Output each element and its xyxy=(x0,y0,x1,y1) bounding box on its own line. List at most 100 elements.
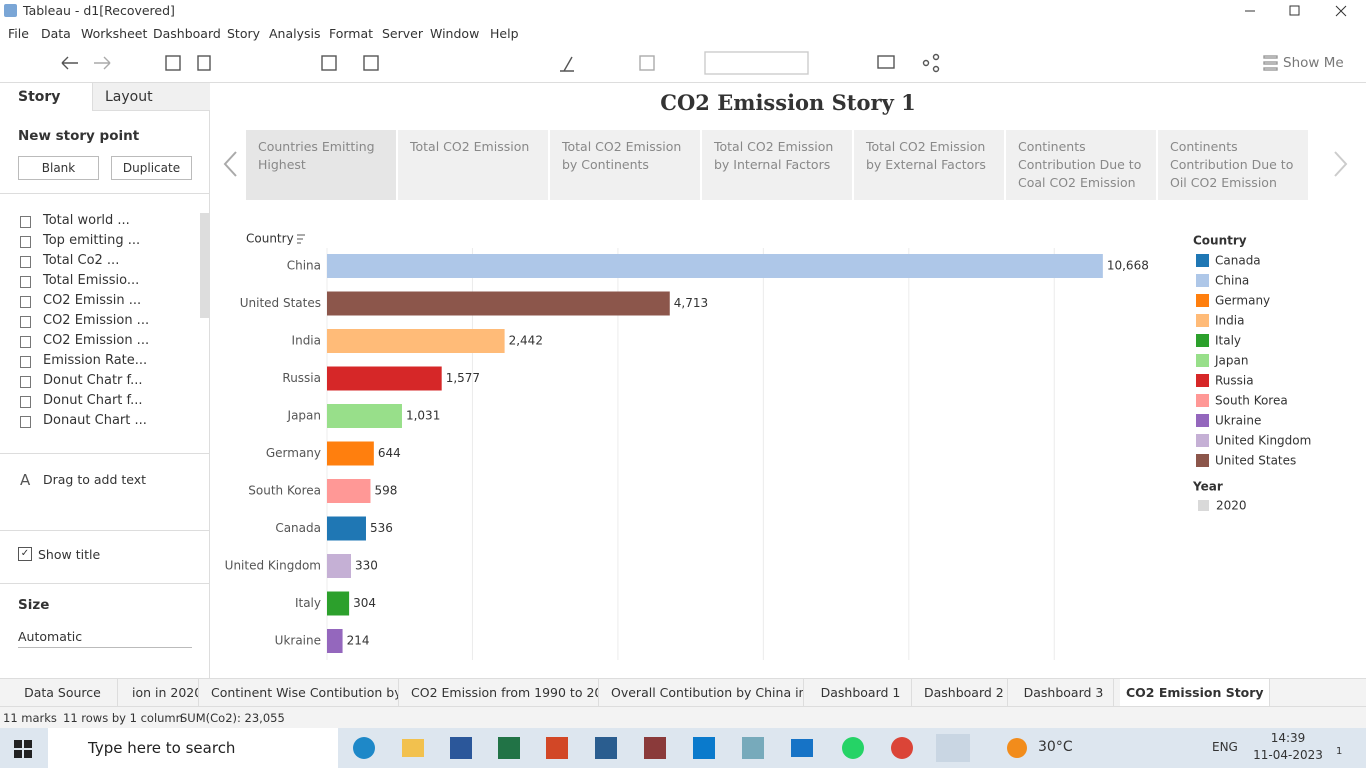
category-label: Ukraine xyxy=(275,634,321,648)
sheet-tab[interactable]: Continent Wise Contibution by I... xyxy=(205,679,399,707)
sheet-item[interactable]: Donaut Chart ... xyxy=(43,413,147,428)
value-label: 2,442 xyxy=(509,334,543,348)
checkbox[interactable]: ✓ xyxy=(18,547,32,561)
value-label: 536 xyxy=(370,521,393,535)
sheet-item[interactable]: Donut Chart f... xyxy=(43,393,143,408)
story-point[interactable]: Countries Emitting Highest xyxy=(246,130,396,200)
legend-title: Year xyxy=(1192,480,1223,494)
category-label: Japan xyxy=(287,409,321,423)
sheet-item[interactable]: Total Co2 ... xyxy=(43,253,120,268)
bar xyxy=(327,516,366,541)
sidebar: Story Layout New story point Blank Dupli… xyxy=(0,83,210,678)
size-dropdown[interactable]: Automatic xyxy=(18,629,192,648)
value-label: 4,713 xyxy=(674,296,708,310)
menu-item[interactable]: Worksheet xyxy=(81,26,148,41)
sidebar-tab[interactable]: Layout xyxy=(105,89,153,105)
sheet-icon xyxy=(20,396,31,408)
category-label: South Korea xyxy=(248,484,321,498)
sheet-tab[interactable]: Overall Contibution by China in ... xyxy=(605,679,804,707)
blank-button[interactable]: Blank xyxy=(18,156,99,180)
sheet-item[interactable]: CO2 Emission ... xyxy=(43,313,150,328)
story-point[interactable]: Continents Contribution Due to Oil CO2 E… xyxy=(1158,130,1308,200)
next-arrow[interactable] xyxy=(1330,148,1350,180)
taskbar-apps[interactable] xyxy=(350,734,970,762)
show-title: Show title xyxy=(38,547,101,562)
menu-item[interactable]: Window xyxy=(430,26,480,41)
menu-item[interactable]: Story xyxy=(227,26,261,41)
weather-icon xyxy=(1007,738,1027,758)
sheet-tab[interactable]: Dashboard 1 xyxy=(810,679,912,707)
story-point[interactable]: Total CO2 Emission by Internal Factors xyxy=(702,130,852,200)
window-title: Tableau - d1[Recovered] xyxy=(23,3,175,18)
sheet-icon xyxy=(20,316,31,328)
show-me[interactable]: Show Me xyxy=(1283,55,1344,71)
legend-swatch xyxy=(1196,374,1209,387)
menu-item[interactable]: File xyxy=(8,26,29,41)
search-text[interactable]: Type here to search xyxy=(88,739,236,757)
drag-text[interactable]: Drag to add text xyxy=(43,472,147,487)
sidebar-tab[interactable]: Story xyxy=(18,89,61,105)
bar xyxy=(327,404,402,428)
menu-item[interactable]: Server xyxy=(382,26,423,41)
toolbar-icons[interactable] xyxy=(0,45,1366,82)
category-label: China xyxy=(287,259,321,273)
menu-item[interactable]: Analysis xyxy=(269,26,321,41)
legend-swatch xyxy=(1196,434,1209,447)
value-label: 330 xyxy=(355,559,378,573)
legend-swatch xyxy=(1196,354,1209,367)
category-label: Russia xyxy=(282,371,321,385)
legend-swatch xyxy=(1196,254,1209,267)
bar xyxy=(327,629,343,653)
sheet-tab[interactable]: Dashboard 3 xyxy=(1014,679,1114,707)
story-point[interactable]: Total CO2 Emission by Continents xyxy=(550,130,700,200)
sheet-icon xyxy=(20,256,31,268)
menu-item[interactable]: Help xyxy=(490,26,519,41)
story-point[interactable]: Total CO2 Emission by External Factors xyxy=(854,130,1004,200)
menu-item[interactable]: Dashboard xyxy=(153,26,221,41)
status-marks: 11 marks xyxy=(3,711,57,725)
sheet-icon xyxy=(20,356,31,368)
app-icon xyxy=(4,4,17,17)
search-box[interactable] xyxy=(48,728,338,768)
sheet-item[interactable]: Donut Chatr f... xyxy=(43,373,143,388)
notification-count[interactable]: 1 xyxy=(1336,746,1343,757)
duplicate-button[interactable]: Duplicate xyxy=(111,156,192,180)
menu-item[interactable]: Data xyxy=(41,26,71,41)
start-button[interactable] xyxy=(14,740,32,758)
sidebar-tab-bg xyxy=(0,83,92,113)
legend-swatch xyxy=(1196,294,1209,307)
divider xyxy=(0,453,209,454)
sort-icon xyxy=(297,234,305,244)
story-title: CO2 Emission Story 1 xyxy=(660,90,916,115)
legend-swatch xyxy=(1196,414,1209,427)
sheet-item[interactable]: Top emitting ... xyxy=(43,233,141,248)
menu-item[interactable]: Format xyxy=(329,26,374,41)
sheet-item[interactable]: Total world ... xyxy=(43,213,130,228)
sheet-item[interactable]: CO2 Emissin ... xyxy=(43,293,142,308)
sheet-tab[interactable]: Data Source xyxy=(8,679,118,707)
sheet-tab[interactable]: CO2 Emission Story 1 xyxy=(1120,679,1270,707)
sheet-tab[interactable]: CO2 Emission from 1990 to 202... xyxy=(405,679,599,707)
legend-label: Germany xyxy=(1215,294,1270,308)
sheet-tab[interactable]: Dashboard 2 xyxy=(918,679,1008,707)
prev-arrow[interactable] xyxy=(220,148,240,180)
sidebar-tab-bg xyxy=(92,83,210,111)
bar xyxy=(327,479,371,503)
size-label: Size xyxy=(18,597,50,613)
window-controls[interactable] xyxy=(1230,0,1366,22)
story-point[interactable]: Continents Contribution Due to Coal CO2 … xyxy=(1006,130,1156,200)
story-point[interactable]: Total CO2 Emission xyxy=(398,130,548,200)
value-label: 214 xyxy=(347,634,370,648)
status-bar: 11 marks 11 rows by 1 column SUM(Co2): 2… xyxy=(0,706,1366,729)
value-label: 304 xyxy=(353,596,376,610)
weather: 30°C xyxy=(1038,739,1073,755)
sheet-item[interactable]: Total Emissio... xyxy=(43,273,140,288)
sheet-list: Total world ... Top emitting ... Total Co2… xyxy=(0,211,209,441)
sheet-item[interactable]: CO2 Emission ... xyxy=(43,333,150,348)
legend-label: Canada xyxy=(1215,254,1261,268)
sheet-tab[interactable]: ion in 2020 xyxy=(126,679,199,707)
sheet-item[interactable]: Emission Rate... xyxy=(43,353,148,368)
sheet-icon xyxy=(20,336,31,348)
taskbar: Type here to search 30°C ENG 14:39 11-04… xyxy=(0,728,1366,768)
